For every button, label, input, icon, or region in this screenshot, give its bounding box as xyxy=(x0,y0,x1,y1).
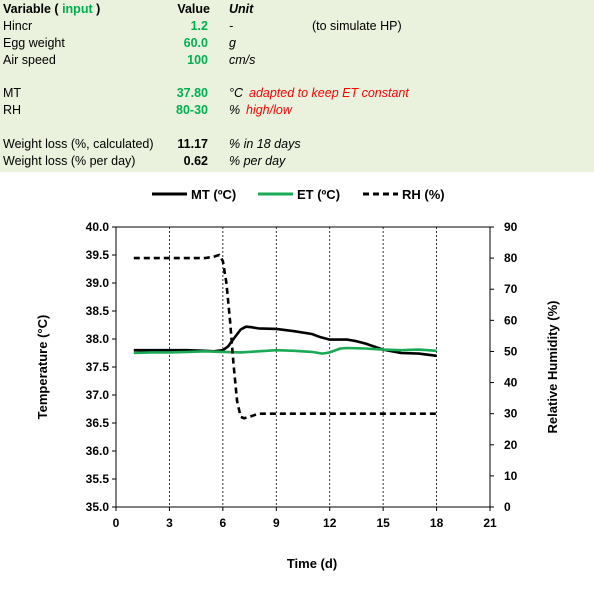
y2-tick-label: 10 xyxy=(504,469,518,483)
y-tick-label: 40.0 xyxy=(86,220,110,234)
param-row: Air speed 100 cm/s xyxy=(0,53,594,70)
axis-layer: 0 3 6 9 12 15 18 21 35.0 35.5 36.0 36.5 37.0 37.5 38.0… xyxy=(86,220,518,530)
param-value: 100 xyxy=(187,53,208,67)
param-header-row: Variable ( input ) Value Unit xyxy=(0,2,594,19)
y2-tick-label: 20 xyxy=(504,438,518,452)
x-tick-label: 9 xyxy=(273,516,280,530)
header-close-paren: ) xyxy=(96,2,101,16)
param-unit: % xyxy=(229,103,241,117)
param-value: 11.17 xyxy=(177,137,208,151)
legend-label: MT (ºC) xyxy=(191,187,236,202)
y-tick-label: 39.5 xyxy=(86,248,110,262)
param-value: 1.2 xyxy=(190,19,208,33)
param-row: Hincr 1.2 - (to simulate HP) xyxy=(0,19,594,36)
y2-tick-label: 30 xyxy=(504,407,518,421)
header-unit: Unit xyxy=(229,2,254,16)
x-tick-label: 0 xyxy=(113,516,120,530)
y-tick-label: 37.0 xyxy=(86,388,110,402)
param-label: RH xyxy=(3,103,22,117)
param-note: (to simulate HP) xyxy=(312,19,402,33)
param-unit: % per day xyxy=(229,154,286,168)
param-label: Hincr xyxy=(3,19,33,33)
param-label: Egg weight xyxy=(3,36,65,50)
x-tick-label: 15 xyxy=(376,516,390,530)
param-row: RH 80-30% high/low xyxy=(0,103,594,120)
plot-frame xyxy=(115,226,491,508)
param-value: 80-30 xyxy=(176,103,208,117)
x-tick-label: 12 xyxy=(323,516,337,530)
y-tick-label: 35.0 xyxy=(86,500,110,514)
x-tick-label: 18 xyxy=(430,516,444,530)
y2-tick-label: 40 xyxy=(504,376,518,390)
x-axis-title: Time (d) xyxy=(287,556,337,571)
x-tick-label: 3 xyxy=(166,516,173,530)
param-value: 37.80 xyxy=(176,86,208,100)
legend: MT (ºC) ET (ºC) RH (%) xyxy=(152,187,445,202)
param-row: MT 37.80 °C adapted to keep ET constant xyxy=(0,86,594,103)
param-unit: °C xyxy=(229,86,244,100)
series-line-rh xyxy=(133,253,437,420)
legend-label: RH (%) xyxy=(402,187,445,202)
param-row: Weight loss (%, calculated) 11.17 % in 18 … xyxy=(0,137,594,154)
series-line-et xyxy=(133,346,437,355)
header-input-word: input xyxy=(62,2,93,16)
parameter-panel: Variable ( input ) Value Unit Hincr 1.2 - (… xyxy=(0,0,594,172)
y-tick-label: 38.0 xyxy=(86,332,110,346)
y-tick-label: 35.5 xyxy=(86,472,110,486)
header-value: Value xyxy=(177,2,210,16)
series-layer xyxy=(133,253,437,420)
param-label: Weight loss (%, calculated) xyxy=(3,137,154,151)
y2-tick-label: 50 xyxy=(504,344,518,358)
param-unit: % in 18 days xyxy=(229,137,301,151)
param-value: 60.0 xyxy=(183,36,208,50)
x-tick-label: 6 xyxy=(220,516,227,530)
param-unit: - xyxy=(229,19,234,33)
y-axis-title: Temperature (°C) xyxy=(35,315,50,420)
param-label: MT xyxy=(3,86,22,100)
y-tick-label: 37.5 xyxy=(86,360,110,374)
param-unit: cm/s xyxy=(229,53,256,67)
y-tick-label: 39.0 xyxy=(86,276,110,290)
line-chart: 0 3 6 9 12 15 18 21 35.0 35.5 36.0 36.5 37.0 37.5 38.0… xyxy=(35,187,560,571)
y2-tick-label: 0 xyxy=(504,500,511,514)
param-unit: g xyxy=(229,36,236,50)
y2-tick-label: 90 xyxy=(504,220,518,234)
header-variable-text: Variable ( xyxy=(3,2,59,16)
param-note: adapted to keep ET constant xyxy=(249,86,409,100)
param-value: 0.62 xyxy=(183,154,208,168)
grid-layer xyxy=(169,227,437,507)
y2-tick-label: 80 xyxy=(504,251,518,265)
param-row: Egg weight 60.0 g xyxy=(0,36,594,53)
y2-tick-label: 60 xyxy=(504,313,518,327)
legend-label: ET (ºC) xyxy=(297,187,340,202)
x-tick-label: 21 xyxy=(483,516,497,530)
param-label: Air speed xyxy=(3,53,56,67)
y-tick-label: 36.0 xyxy=(86,444,110,458)
param-note: high/low xyxy=(246,103,292,117)
y-tick-label: 36.5 xyxy=(86,416,110,430)
param-label: Weight loss (% per day) xyxy=(3,154,136,168)
param-row: Weight loss (% per day) 0.62 % per day xyxy=(0,154,594,171)
y2-axis-title: Relative Humidity (%) xyxy=(545,301,560,434)
y2-tick-label: 70 xyxy=(504,282,518,296)
y-tick-label: 38.5 xyxy=(86,304,110,318)
header-variable: Variable ( input ) xyxy=(3,2,100,16)
